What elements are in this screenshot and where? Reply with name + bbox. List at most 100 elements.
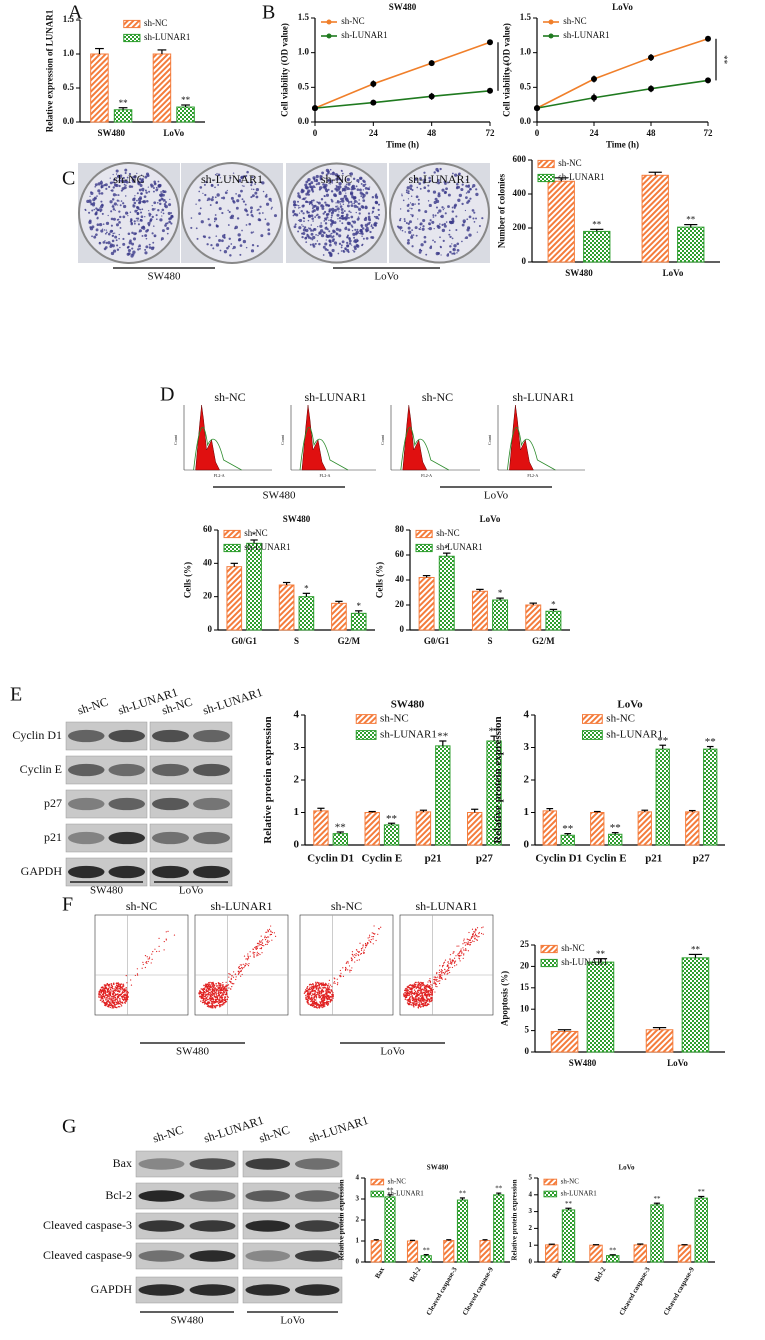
colony <box>158 199 162 202</box>
flow-event <box>109 998 111 1000</box>
flow-event <box>329 991 331 993</box>
colony <box>320 222 322 224</box>
flow-event <box>368 939 370 941</box>
flow-event <box>314 985 317 988</box>
flow-event <box>261 940 263 942</box>
flow-event <box>380 926 382 928</box>
colony <box>114 232 116 234</box>
flow-event <box>210 997 212 1000</box>
y-tick-label: 20 <box>395 599 405 609</box>
flow-event <box>208 1001 211 1003</box>
flow-event <box>423 986 426 989</box>
flow-event <box>316 1007 319 1009</box>
blot-band <box>138 1220 185 1232</box>
colony <box>371 196 375 199</box>
colony <box>292 211 295 214</box>
colony <box>303 227 306 229</box>
colony <box>95 207 98 210</box>
flow-event <box>256 953 258 955</box>
bar <box>677 226 705 263</box>
group-label: SW480 <box>176 1046 210 1058</box>
flow-event <box>464 944 467 946</box>
flow-event <box>436 979 438 981</box>
flow-event <box>312 1000 315 1002</box>
flow-event <box>481 927 483 929</box>
blot-band <box>294 1158 340 1170</box>
colony <box>341 187 346 192</box>
flow-event <box>434 991 436 993</box>
colony <box>433 200 437 205</box>
colony <box>218 238 222 243</box>
colony <box>329 168 332 171</box>
colony <box>338 242 342 245</box>
colony <box>295 213 299 217</box>
colony <box>325 193 330 197</box>
flow-event <box>219 996 221 999</box>
colony <box>112 193 117 197</box>
blot-band <box>108 763 145 777</box>
legend-label: sh-NC <box>563 16 587 26</box>
colony <box>315 183 318 186</box>
flow-event <box>422 1002 425 1005</box>
colony <box>118 179 120 182</box>
colony <box>96 217 99 220</box>
flow-event <box>413 986 416 989</box>
flow-event <box>252 951 254 953</box>
colony <box>298 226 302 230</box>
colony <box>112 173 114 176</box>
flow-event <box>419 984 422 986</box>
bar <box>545 1244 559 1263</box>
flow-event <box>360 952 363 955</box>
flow-event <box>415 1002 418 1004</box>
colony <box>148 243 151 246</box>
flow-event <box>326 994 329 997</box>
flow-event <box>428 999 431 1002</box>
colony <box>90 191 92 194</box>
colony <box>461 202 464 206</box>
image-label: sh-LUNAR1 <box>513 390 575 404</box>
colony <box>371 236 375 240</box>
flow-event <box>306 987 308 989</box>
significance: * <box>498 588 503 598</box>
flow-event <box>206 983 209 986</box>
flow-event <box>406 994 408 997</box>
flow-event <box>426 997 428 999</box>
colony <box>119 227 122 229</box>
flow-event <box>458 952 460 954</box>
flow-event <box>469 942 471 944</box>
flow-event <box>404 998 406 1000</box>
legend-swatch <box>537 159 555 169</box>
flow-event <box>414 983 416 986</box>
flow-event <box>433 976 435 978</box>
flow-event <box>318 1004 321 1006</box>
colony <box>310 232 314 236</box>
y-tick-label: 0.0 <box>298 116 310 126</box>
colony <box>118 210 121 213</box>
flow-event <box>332 997 334 999</box>
flow-event <box>268 928 271 931</box>
flow-event <box>420 1003 423 1006</box>
colony <box>159 202 162 206</box>
bar <box>550 1030 579 1053</box>
colony <box>341 199 345 203</box>
colony <box>123 183 126 186</box>
flow-event <box>220 990 222 992</box>
flow-event <box>417 989 419 991</box>
flow-event <box>111 984 113 987</box>
flow-event <box>430 984 432 986</box>
legend-label: sh-LUNAR1 <box>388 1190 425 1198</box>
flow-event <box>438 971 440 974</box>
flow-event <box>325 1002 328 1004</box>
colony <box>321 178 323 181</box>
colony <box>340 207 344 211</box>
flow-event <box>99 992 101 994</box>
colony <box>316 240 319 242</box>
flow-event <box>420 1000 422 1003</box>
colony <box>325 177 327 180</box>
y-tick-label: 60 <box>395 549 405 559</box>
colony <box>115 194 118 196</box>
x-tick-label: Cyclin D1 <box>535 853 582 865</box>
colony <box>410 207 413 210</box>
colony <box>195 203 197 205</box>
colony <box>237 238 241 242</box>
